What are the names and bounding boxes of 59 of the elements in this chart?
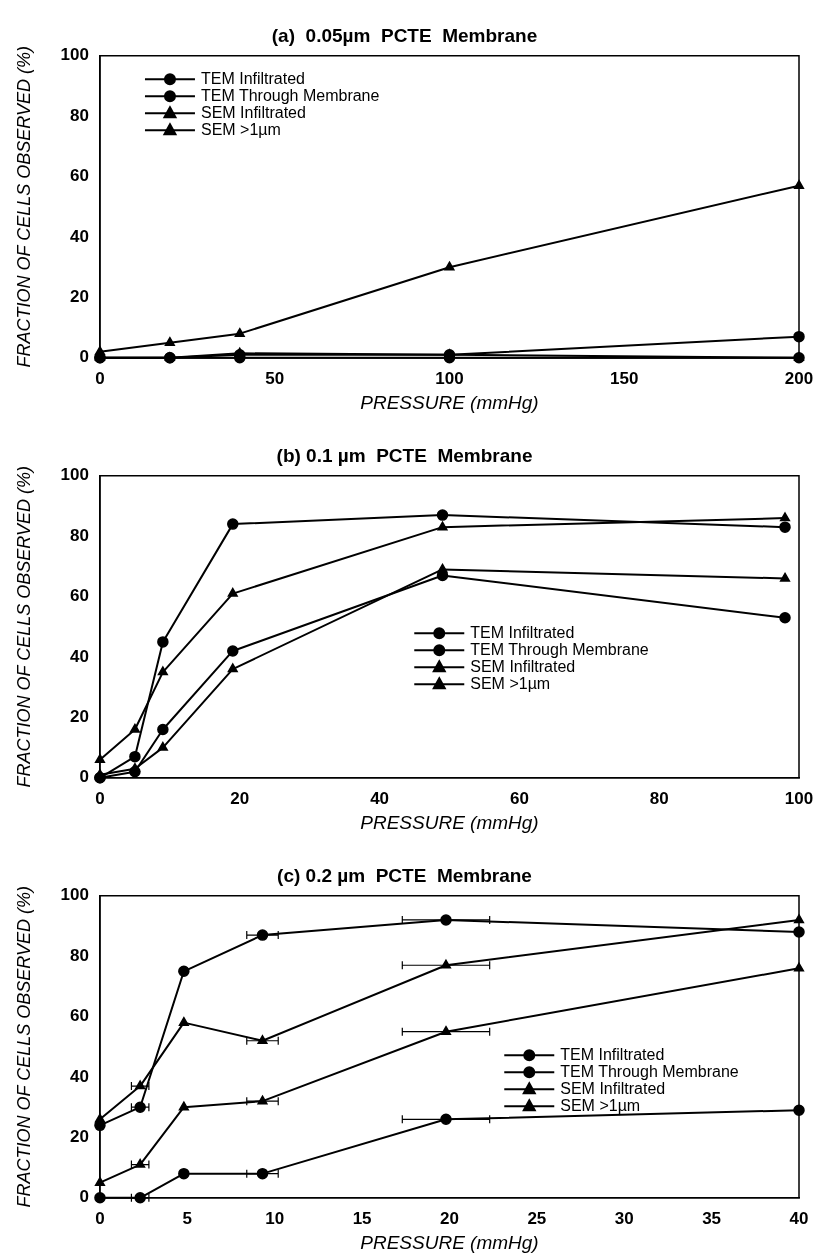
x-tick-label: 15 — [352, 1208, 372, 1228]
legend-label: SEM Infiltrated — [560, 1079, 666, 1097]
legend-label: TEM Infiltrated — [470, 623, 575, 641]
x-axis-title: PRESSURE (mmHg) — [360, 391, 539, 413]
legend-label: SEM Infiltrated — [470, 657, 576, 675]
legend-label: TEM Through Membrane — [560, 1062, 739, 1080]
x-tick-label: 150 — [610, 368, 639, 388]
x-tick-label: 50 — [265, 368, 285, 388]
y-tick-label: 60 — [70, 586, 89, 606]
x-axis-title: PRESSURE (mmHg) — [360, 811, 539, 833]
legend-label: SEM >1µm — [560, 1096, 641, 1114]
x-tick-label: 0 — [95, 368, 105, 388]
y-tick-label: 40 — [70, 646, 89, 666]
y-tick-label: 80 — [70, 525, 89, 545]
y-tick-label: 100 — [60, 45, 89, 65]
y-tick-label: 100 — [60, 885, 89, 905]
legend-label: SEM >1µm — [200, 120, 281, 138]
x-tick-label: 5 — [182, 1208, 193, 1228]
chart-title: (b) 0.1 µm PCTE Membrane — [276, 444, 533, 466]
legend-label: TEM Infiltrated — [200, 69, 305, 87]
x-tick-label: 100 — [784, 788, 814, 808]
legend-label: TEM Through Membrane — [470, 640, 649, 658]
y-tick-label: 40 — [70, 226, 89, 246]
y-tick-label: 0 — [79, 767, 89, 787]
x-tick-label: 100 — [435, 368, 464, 388]
legend-label: SEM >1µm — [470, 674, 551, 692]
x-tick-label: 200 — [784, 368, 814, 388]
y-tick-label: 20 — [70, 707, 89, 727]
y-tick-label: 40 — [70, 1066, 89, 1086]
y-tick-label: 80 — [70, 105, 89, 125]
legend-label: TEM Through Membrane — [200, 86, 380, 104]
x-tick-label: 20 — [440, 1208, 459, 1228]
y-tick-label: 60 — [70, 1006, 89, 1026]
y-tick-label: 80 — [70, 945, 89, 965]
x-tick-label: 40 — [370, 788, 390, 808]
x-axis-title: PRESSURE (mmHg) — [360, 1231, 539, 1253]
legend-label: SEM Infiltrated — [200, 103, 306, 121]
y-axis-title: FRACTION OF CELLS OBSERVED (%) — [13, 886, 34, 1208]
y-tick-label: 0 — [79, 1187, 89, 1207]
y-axis-title: FRACTION OF CELLS OBSERVED (%) — [13, 46, 34, 368]
x-tick-label: 60 — [509, 788, 529, 808]
x-tick-label: 35 — [702, 1208, 722, 1228]
y-tick-label: 0 — [79, 347, 89, 367]
x-tick-label: 10 — [265, 1208, 285, 1228]
x-tick-label: 25 — [527, 1208, 547, 1228]
x-tick-label: 30 — [614, 1208, 634, 1228]
x-tick-label: 80 — [649, 788, 669, 808]
legend-label: TEM Infiltrated — [560, 1045, 665, 1063]
chart-title: (c) 0.2 µm PCTE Membrane — [277, 864, 532, 886]
y-tick-label: 60 — [70, 166, 89, 186]
chart-title: (a) 0.05µm PCTE Membrane — [271, 24, 538, 46]
y-tick-label: 20 — [70, 1127, 89, 1147]
x-tick-label: 20 — [230, 788, 250, 808]
y-tick-label: 20 — [70, 287, 89, 307]
y-axis-title: FRACTION OF CELLS OBSERVED (%) — [13, 466, 34, 788]
x-tick-label: 0 — [95, 788, 105, 808]
y-tick-label: 100 — [60, 465, 89, 485]
x-tick-label: 0 — [95, 1208, 105, 1228]
x-tick-label: 40 — [789, 1208, 809, 1228]
